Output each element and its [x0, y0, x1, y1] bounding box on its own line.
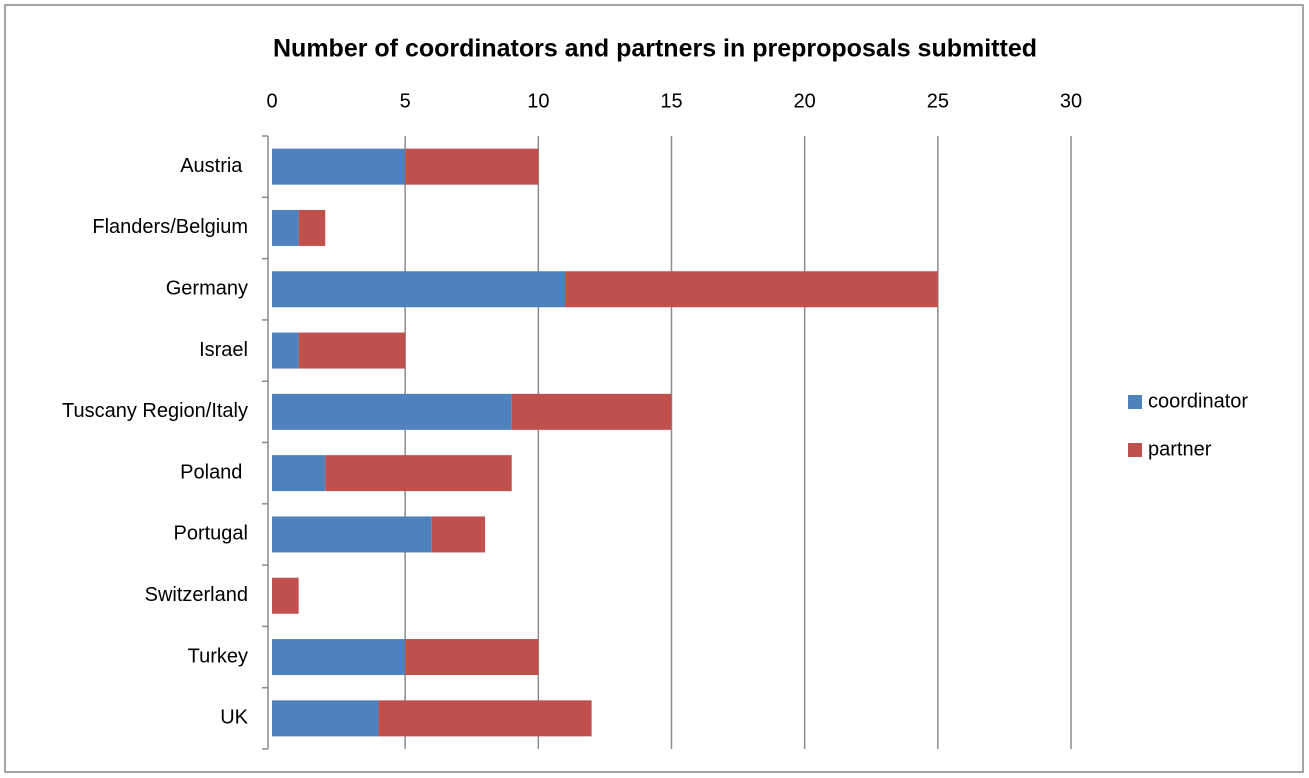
x-tick-label: 10 [527, 90, 549, 112]
bar [272, 209, 299, 246]
bar [272, 455, 326, 492]
legend-label: coordinator [1148, 390, 1248, 412]
bar [272, 577, 299, 614]
x-tick-label: 5 [400, 90, 411, 112]
bar [272, 639, 406, 676]
x-tick-label: 15 [660, 90, 682, 112]
x-tick-label: 0 [266, 90, 277, 112]
bar [378, 700, 592, 737]
y-tick-label: Switzerland [145, 584, 248, 606]
bar [272, 148, 406, 185]
y-tick-label: UK [220, 707, 248, 729]
bar [405, 148, 539, 185]
x-tick-label: 25 [927, 90, 949, 112]
y-tick-label: Germany [166, 278, 248, 300]
bar [272, 700, 379, 737]
y-tick-label: Poland [180, 461, 248, 483]
bar [272, 516, 432, 553]
legend-swatch [1128, 395, 1142, 409]
bar [298, 332, 406, 369]
y-tick-label: Israel [199, 339, 248, 361]
bar [272, 332, 299, 369]
y-tick-label: Flanders/Belgium [92, 216, 248, 238]
y-tick-label: Turkey [188, 645, 248, 667]
y-tick-label: Austria [180, 155, 248, 177]
y-tick-label: Tuscany Region/Italy [62, 400, 248, 422]
bar [272, 271, 565, 308]
y-tick-label: Portugal [174, 523, 249, 545]
bar [431, 516, 486, 553]
chart-border [4, 4, 1304, 773]
bar [564, 271, 938, 308]
bar [325, 455, 512, 492]
chart-title: Number of coordinators and partners in p… [273, 35, 1037, 63]
bar [511, 393, 672, 430]
legend-label: partner [1148, 438, 1212, 460]
bar [405, 639, 539, 676]
bar [298, 209, 326, 246]
legend-swatch [1128, 443, 1142, 457]
x-tick-label: 30 [1060, 90, 1082, 112]
x-tick-label: 20 [794, 90, 816, 112]
bar [272, 393, 512, 430]
